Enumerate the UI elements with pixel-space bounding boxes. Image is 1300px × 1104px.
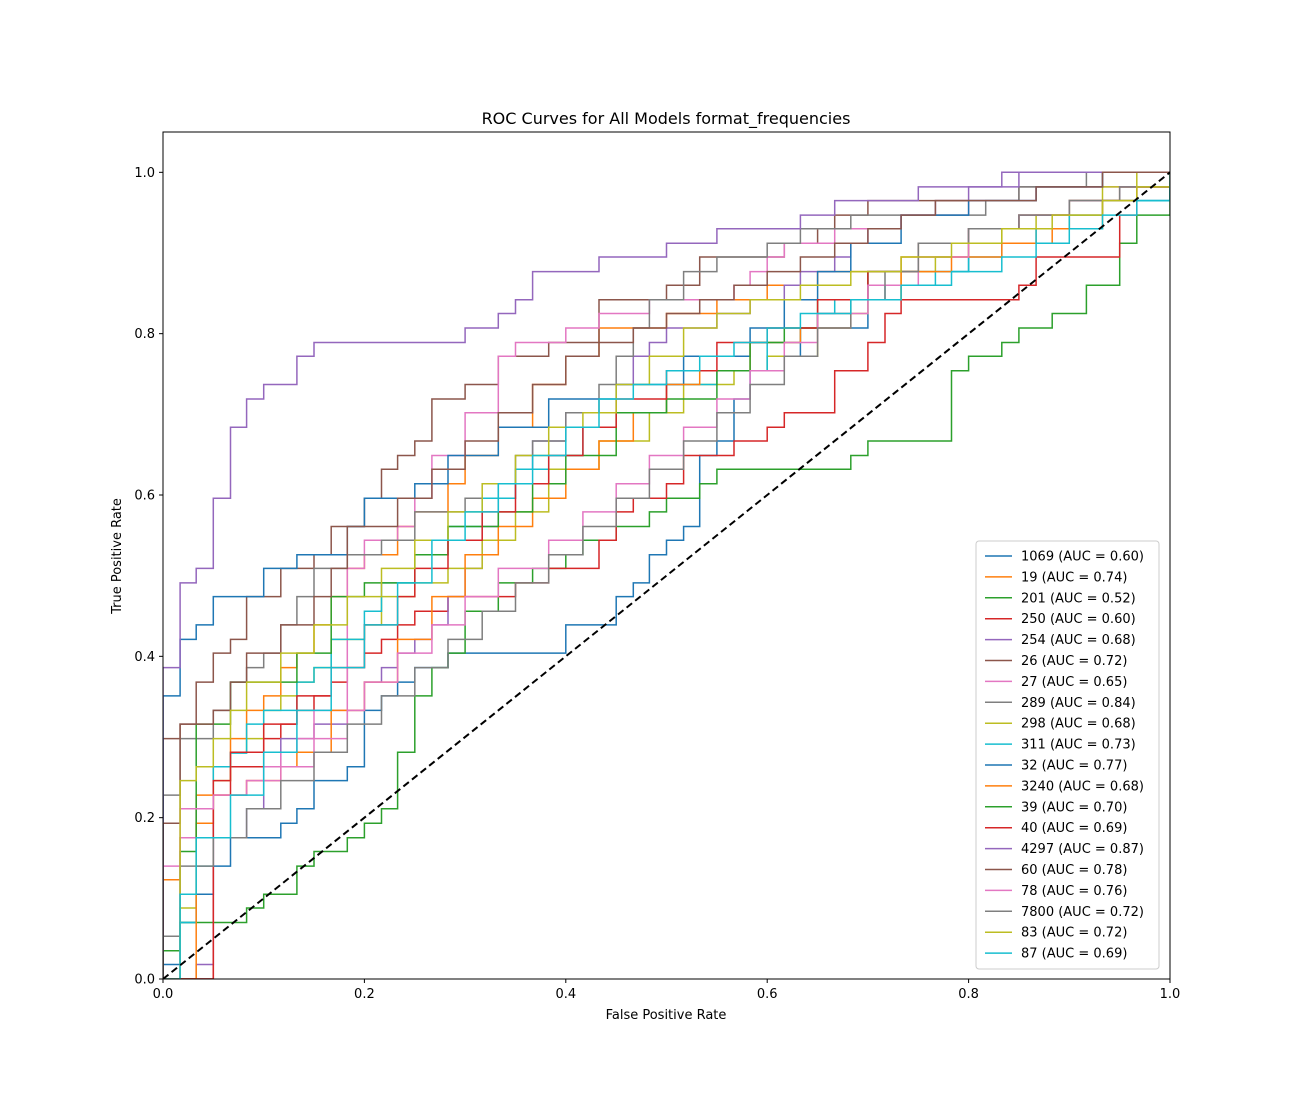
legend-label: 289 (AUC = 0.84) [1021,696,1136,711]
x-tick-label: 1.0 [1160,987,1181,1002]
x-tick-label: 0.0 [153,987,174,1002]
y-axis-label: True Positive Rate [110,498,125,615]
y-tick-label: 0.0 [134,973,155,988]
legend-label: 254 (AUC = 0.68) [1021,633,1136,648]
legend-label: 250 (AUC = 0.60) [1021,612,1136,627]
y-tick-label: 0.8 [134,327,155,342]
chance-diagonal-line [163,171,1170,979]
legend-label: 32 (AUC = 0.77) [1021,759,1127,774]
legend-label: 4297 (AUC = 0.87) [1021,842,1144,857]
axes-frame [162,131,1171,980]
legend-label: 40 (AUC = 0.69) [1021,821,1127,836]
roc-curve-87 [163,172,1170,979]
legend-label: 26 (AUC = 0.72) [1021,654,1127,669]
x-tick-label: 0.8 [958,987,979,1002]
x-axis-label: False Positive Rate [606,1008,727,1023]
legend-label: 298 (AUC = 0.68) [1021,717,1136,732]
axes: 0.0 0.2 0.4 0.6 0.8 1.0 0.0 0.2 0.4 0.6 0.8 1.0 [134,131,1181,1002]
y-tick-label: 0.4 [134,650,155,665]
legend-label: 83 (AUC = 0.72) [1021,926,1127,941]
legend-label: 311 (AUC = 0.73) [1021,738,1136,753]
x-tick-label: 0.4 [555,987,576,1002]
legend-label: 27 (AUC = 0.65) [1021,675,1127,690]
roc-curve-7800 [163,172,1170,979]
legend-label: 1069 (AUC = 0.60) [1021,550,1144,565]
legend-label: 60 (AUC = 0.78) [1021,863,1127,878]
legend-label: 19 (AUC = 0.74) [1021,570,1127,585]
x-tick-label: 0.6 [757,987,778,1002]
legend-label: 39 (AUC = 0.70) [1021,800,1127,815]
legend-label: 7800 (AUC = 0.72) [1021,905,1144,920]
legend: 1069 (AUC = 0.60) 19 (AUC = 0.74) 201 (AUC… [975,540,1160,970]
y-tick-label: 0.6 [134,489,155,504]
chart-title: ROC Curves for All Models format_frequen… [482,109,851,129]
legend-box [975,540,1160,970]
legend-label: 201 (AUC = 0.52) [1021,591,1136,606]
roc-curve-4297 [163,171,1170,979]
y-tick-label: 0.2 [134,811,155,826]
x-tick-label: 0.2 [354,987,375,1002]
legend-label: 78 (AUC = 0.76) [1021,884,1127,899]
legend-label: 87 (AUC = 0.69) [1021,947,1127,962]
legend-label: 3240 (AUC = 0.68) [1021,779,1144,794]
y-tick-label: 1.0 [134,166,155,181]
plot-area [163,171,1170,979]
